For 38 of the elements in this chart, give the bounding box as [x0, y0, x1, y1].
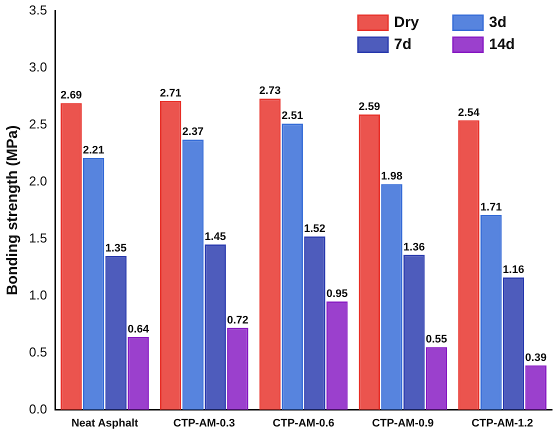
data-label: 2.37: [182, 126, 204, 138]
data-label: 1.98: [381, 170, 402, 183]
data-label: 1.71: [480, 201, 502, 214]
data-label: 1.45: [204, 231, 226, 244]
data-label: 0.72: [226, 314, 248, 326]
data-label: 2.59: [358, 101, 380, 114]
x-tick-label: CTP-AM-1.2: [471, 417, 534, 430]
data-label: 0.64: [128, 323, 150, 336]
legend-label: Dry: [394, 14, 420, 31]
data-label: 1.36: [403, 241, 425, 254]
legend-label: 14d: [489, 36, 515, 53]
data-label: 2.21: [82, 144, 104, 156]
data-label: 1.35: [105, 242, 127, 254]
data-label: 2.73: [259, 85, 281, 98]
data-label: 2.71: [160, 87, 182, 100]
data-label: 1.52: [304, 223, 326, 236]
data-label: 0.39: [525, 352, 547, 364]
y-tick-label: 2.0: [28, 173, 48, 188]
x-tick-label: Neat Asphalt: [71, 417, 139, 430]
x-tick-label: CTP-AM-0.9: [372, 417, 434, 430]
y-tick-label: 3.0: [28, 59, 48, 74]
y-tick-label: 2.5: [28, 116, 48, 132]
y-axis-title: Bonding strength (MPa): [4, 125, 22, 296]
data-label: 2.51: [282, 110, 304, 122]
y-tick-label: 1.0: [28, 287, 48, 302]
y-tick-label: 0.5: [28, 344, 48, 360]
data-label: 1.16: [502, 264, 524, 276]
data-label: 2.54: [458, 106, 480, 119]
legend-label: 7d: [394, 36, 412, 53]
x-tick-label: CTP-AM-0.3: [173, 417, 236, 430]
legend-label: 3d: [489, 14, 507, 31]
x-tick-label: CTP-AM-0.6: [272, 417, 334, 430]
y-tick-label: 3.5: [28, 2, 48, 18]
y-tick-label: 0.0: [28, 401, 48, 416]
data-label: 0.95: [326, 288, 348, 300]
y-tick-label: 1.5: [28, 230, 48, 246]
data-label: 0.55: [426, 334, 448, 346]
data-label: 2.69: [60, 90, 82, 102]
